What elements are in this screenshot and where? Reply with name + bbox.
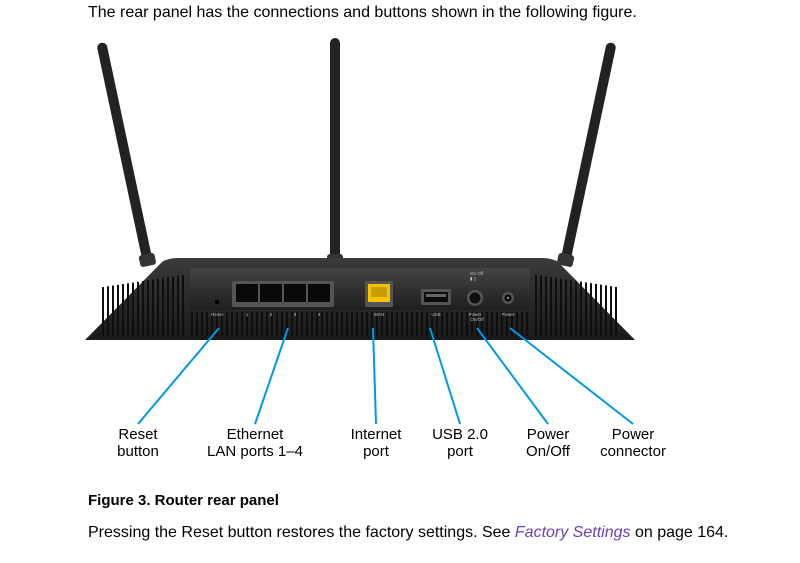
svg-text:▮ ▯: ▮ ▯ — [470, 276, 477, 281]
silkscreen-label: Reset — [211, 312, 224, 317]
antenna-2 — [330, 38, 340, 264]
silkscreen-label: WAN — [374, 312, 384, 317]
callout-line-5 — [510, 328, 633, 424]
factory-settings-link[interactable]: Factory Settings — [515, 524, 631, 541]
router-diagram: On Off▮ ▯Reset1234WANUSBPowerOn/OffPower — [0, 0, 800, 563]
power-button — [470, 293, 481, 304]
callout-line-3 — [430, 328, 460, 424]
antenna-1 — [96, 42, 153, 265]
callout-label-0: Reset button — [78, 426, 198, 461]
silkscreen-label: Power — [502, 312, 515, 317]
silkscreen-label: On/Off — [470, 317, 484, 322]
footer-text: Pressing the Reset button restores the f… — [88, 524, 728, 542]
callout-line-0 — [138, 328, 219, 424]
footer-pre: Pressing the Reset button restores the f… — [88, 524, 515, 541]
callout-line-1 — [255, 328, 288, 424]
callout-label-1: Ethernet LAN ports 1–4 — [195, 426, 315, 461]
antenna-3 — [560, 42, 617, 265]
callout-line-2 — [373, 328, 376, 424]
callout-line-4 — [477, 328, 548, 424]
reset-pinhole — [215, 300, 219, 304]
page: The rear panel has the connections and b… — [0, 0, 800, 563]
figure-caption: Figure 3. Router rear panel — [88, 492, 279, 509]
footer-post: on page 164. — [631, 524, 729, 541]
callout-label-5: Power connector — [573, 426, 693, 461]
silkscreen-label: USB — [431, 312, 440, 317]
